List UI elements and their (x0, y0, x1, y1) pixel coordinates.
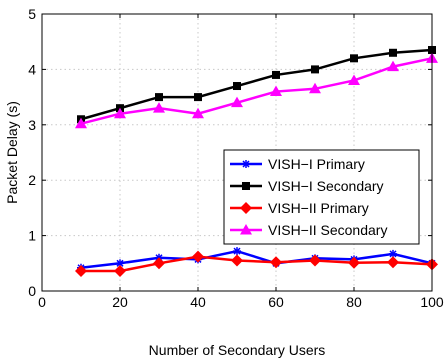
legend-swatch-marker (242, 160, 250, 168)
legend-swatch-marker (242, 182, 250, 190)
y-tick-label: 1 (28, 228, 36, 244)
legend-swatch-marker (240, 202, 252, 214)
y-tick-label: 4 (28, 61, 36, 77)
ticks: 0 20 40 60 80 100 0 1 2 3 4 5 (28, 6, 444, 310)
data-point (311, 65, 319, 74)
y-axis-title: Packet Delay (s) (4, 101, 20, 204)
x-tick-label: 100 (420, 294, 444, 310)
data-point (348, 256, 360, 269)
data-point (270, 85, 282, 97)
data-point (155, 93, 163, 102)
data-point (231, 96, 243, 108)
data-point (194, 93, 202, 102)
data-point (350, 54, 358, 63)
data-point (389, 48, 397, 57)
data-point (153, 102, 165, 113)
legend-label: VISH−II Primary (268, 200, 369, 216)
data-point (233, 82, 241, 91)
series-line (80, 249, 433, 269)
series-line (81, 255, 433, 273)
data-point (114, 107, 126, 119)
data-point (75, 117, 87, 129)
data-point (233, 247, 241, 256)
y-tick-label: 2 (28, 172, 36, 188)
x-tick-label: 80 (346, 294, 362, 310)
series-line (80, 57, 433, 125)
legend-label: VISH−II Secondary (268, 222, 387, 238)
data-point (309, 254, 321, 267)
data-point (270, 256, 282, 269)
series-2 (75, 250, 438, 278)
data-point (75, 265, 87, 278)
data-point (231, 254, 243, 267)
data-point (116, 259, 124, 268)
y-tick-label: 3 (28, 117, 36, 133)
legend-swatch-marker (240, 224, 252, 235)
data-point (309, 82, 321, 94)
legend-item: VISH−II Secondary (230, 222, 387, 238)
data-point (114, 265, 126, 278)
x-tick-label: 60 (268, 294, 284, 310)
x-tick-label: 40 (190, 294, 206, 310)
x-axis-title: Number of Secondary Users (149, 342, 326, 358)
data-point (387, 256, 399, 269)
legend-box (223, 149, 420, 245)
data-point (348, 74, 360, 85)
y-tick-label: 0 (28, 283, 36, 299)
legend-item: VISH−I Secondary (230, 178, 384, 194)
legend: VISH−I Primary VISH−I Secondary VISH−II Pr… (223, 149, 420, 245)
legend-item: VISH−II Primary (230, 200, 369, 216)
data-point (387, 60, 399, 72)
series-3 (75, 52, 438, 129)
legend-item: VISH−I Primary (230, 156, 365, 172)
data-point (153, 257, 165, 270)
series-line (80, 48, 433, 121)
legend-label: VISH−I Primary (268, 156, 365, 172)
x-tick-label: 20 (112, 294, 128, 310)
legend-label: VISH−I Secondary (268, 178, 384, 194)
plot-frame (41, 13, 433, 292)
data-point (192, 250, 204, 263)
y-tick-label: 5 (28, 6, 36, 22)
x-tick-label: 0 (38, 294, 46, 310)
data-point (272, 70, 280, 79)
data-point (192, 107, 204, 119)
